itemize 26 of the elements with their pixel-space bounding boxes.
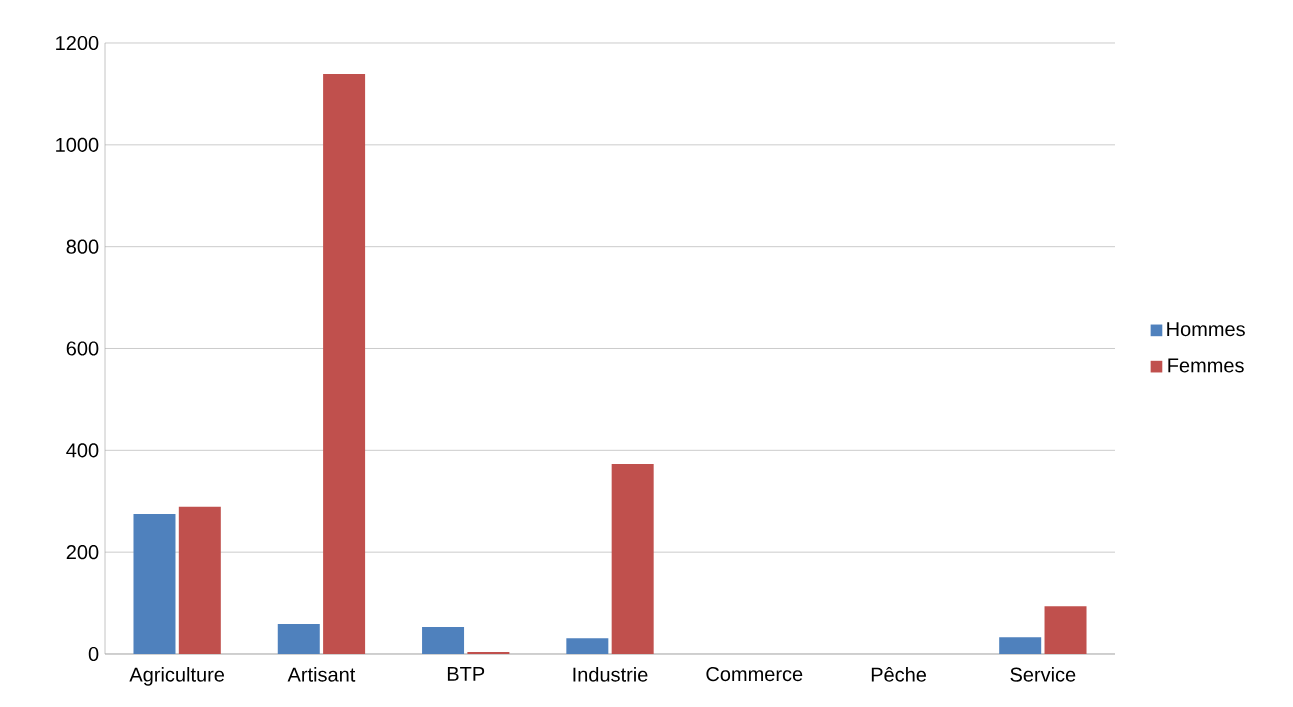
bar: [467, 651, 510, 654]
bar: [133, 513, 176, 654]
x-tick-label: Industrie: [573, 667, 648, 682]
y-tick-label: 0: [88, 646, 99, 662]
y-tick-label: 200: [66, 545, 99, 560]
y-tick-label: 1200: [56, 35, 99, 51]
x-tick-label: Service: [1010, 667, 1076, 682]
y-tick-label: 600: [66, 341, 99, 356]
y-tick-label: 800: [66, 239, 99, 254]
bar: [277, 623, 320, 654]
bar: [422, 627, 465, 654]
legend-label: Femmes: [1168, 358, 1244, 373]
bar: [999, 637, 1042, 654]
x-tick-label: Agriculture: [129, 667, 225, 686]
x-tick-label: BTP: [447, 667, 485, 681]
bar: [323, 74, 366, 654]
legend-label: Hommes: [1167, 322, 1245, 337]
x-tick-label: Pêche: [871, 667, 927, 682]
bar: [611, 464, 654, 654]
y-tick-label: 400: [66, 443, 99, 458]
bar: [566, 638, 609, 654]
x-tick-label: Commerce: [706, 667, 803, 682]
y-tick-label: 1000: [56, 137, 99, 152]
bar: [178, 506, 221, 654]
x-tick-label: Artisant: [287, 667, 356, 682]
bar: [1044, 606, 1087, 654]
